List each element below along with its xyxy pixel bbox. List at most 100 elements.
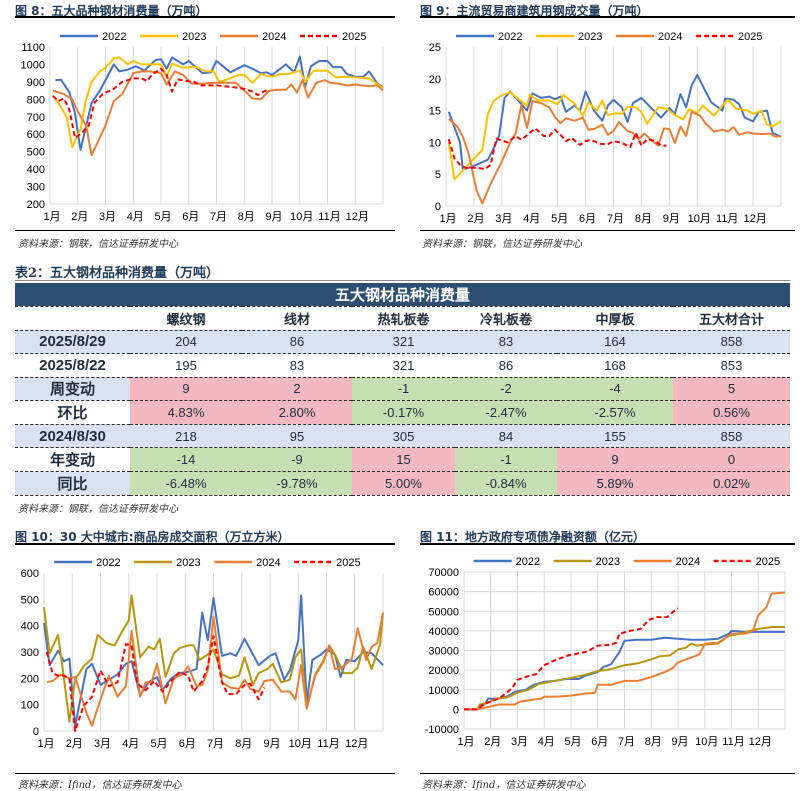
y-tick-label: 400 bbox=[21, 621, 39, 633]
table-cell: 83 bbox=[455, 330, 557, 355]
table-cell: 2.80% bbox=[242, 400, 352, 425]
fig11-source: 资料来源：Ifind，信达证券研发中心 bbox=[422, 780, 586, 791]
x-tick-label: 4月 bbox=[523, 213, 540, 225]
x-tick-label: 7月 bbox=[618, 736, 635, 748]
series-line-2023 bbox=[447, 91, 782, 181]
x-tick-label: 2月 bbox=[71, 211, 88, 223]
x-tick-label: 10月 bbox=[290, 211, 313, 223]
y-tick-label: 5 bbox=[435, 169, 441, 181]
y-tick-label: 70000 bbox=[428, 567, 459, 579]
col-header: 冷轧板卷 bbox=[455, 306, 557, 331]
table-row: 年变动 -14 -9 15 -1 9 0 bbox=[15, 447, 790, 473]
table-cell: -6.48% bbox=[130, 471, 242, 496]
x-tick-label: 11月 bbox=[716, 213, 738, 225]
col-header: 中厚板 bbox=[557, 306, 673, 331]
x-tick-label: 7月 bbox=[210, 211, 227, 223]
x-tick-label: 9月 bbox=[263, 738, 280, 750]
table-cell: 2 bbox=[242, 377, 352, 402]
row-label: 2024/8/30 bbox=[15, 424, 130, 449]
x-tick-label: 9月 bbox=[671, 736, 688, 748]
row-label: 同比 bbox=[15, 471, 130, 496]
table-cell: 0.56% bbox=[673, 400, 790, 425]
table-cell: 0.02% bbox=[673, 471, 790, 496]
x-tick-label: 9月 bbox=[265, 211, 282, 223]
legend-label: 2022 bbox=[96, 557, 120, 569]
y-tick-label: 20 bbox=[429, 74, 441, 86]
table-cell: 9 bbox=[130, 377, 242, 402]
table-cell: -14 bbox=[130, 447, 242, 473]
x-tick-label: 1月 bbox=[37, 738, 54, 750]
fig9-source: 资料来源：钢联，信达证券研发中心 bbox=[422, 239, 582, 250]
x-tick-label: 10月 bbox=[688, 213, 711, 225]
fig10-source: 资料来源：Ifind，信达证券研发中心 bbox=[18, 780, 182, 791]
x-tick-label: 5月 bbox=[154, 211, 171, 223]
row-label: 2025/8/29 bbox=[15, 330, 130, 355]
y-tick-label: 15 bbox=[429, 106, 441, 118]
y-tick-label: 25 bbox=[429, 42, 441, 54]
y-tick-label: 1100 bbox=[21, 42, 45, 54]
series-line-2022 bbox=[447, 74, 782, 171]
x-tick-label: 2月 bbox=[484, 736, 501, 748]
table-cell: 95 bbox=[242, 424, 352, 449]
y-tick-label: 0 bbox=[435, 201, 441, 213]
series-line-2025 bbox=[45, 635, 266, 732]
y-tick-label: -10000 bbox=[425, 724, 459, 736]
y-tick-label: 40000 bbox=[428, 626, 459, 638]
x-tick-label: 9月 bbox=[663, 213, 680, 225]
x-tick-label: 3月 bbox=[495, 213, 512, 225]
x-tick-label: 3月 bbox=[511, 736, 528, 748]
fig8-top-rule bbox=[15, 16, 395, 18]
table-cell: 204 bbox=[130, 330, 242, 355]
series-line-2022 bbox=[43, 594, 384, 727]
x-tick-label: 5月 bbox=[564, 736, 581, 748]
x-tick-label: 1月 bbox=[43, 211, 60, 223]
table-cell: -2 bbox=[455, 377, 557, 402]
y-tick-label: 500 bbox=[21, 594, 39, 606]
x-tick-label: 6月 bbox=[579, 213, 596, 225]
y-tick-label: 600 bbox=[21, 568, 39, 580]
x-tick-label: 11月 bbox=[722, 736, 744, 748]
table-cell: 5.89% bbox=[557, 471, 673, 496]
legend-label: 2025 bbox=[738, 31, 762, 43]
x-tick-label: 7月 bbox=[207, 738, 224, 750]
legend-label: 2023 bbox=[182, 31, 206, 43]
fig11-chart: -10000 0 10000 20000 30000 40000 50000 60000 700… bbox=[425, 556, 786, 748]
table-source: 资料来源：钢联，信达证券研发中心 bbox=[18, 504, 178, 515]
table-cell: 4.83% bbox=[130, 400, 242, 425]
fig9-top-rule bbox=[420, 16, 795, 18]
legend-label: 2023 bbox=[596, 556, 620, 568]
y-tick-label: 300 bbox=[21, 647, 39, 659]
table-cell: 853 bbox=[673, 353, 790, 378]
table-cell: 218 bbox=[130, 424, 242, 449]
table-title: 表2：五大钢材品种消费量（万吨） bbox=[15, 266, 220, 281]
table-cell: 83 bbox=[242, 353, 352, 378]
x-tick-label: 8月 bbox=[238, 211, 255, 223]
table-cell: 164 bbox=[557, 330, 673, 355]
table-cell: 86 bbox=[242, 330, 352, 355]
table-cell: 858 bbox=[673, 424, 790, 449]
y-tick-label: 10000 bbox=[428, 685, 459, 697]
row-label: 周变动 bbox=[15, 377, 130, 402]
table-cell: 5.00% bbox=[352, 471, 455, 496]
legend-label: 2023 bbox=[578, 31, 602, 43]
table-row: 环比 4.83% 2.80% -0.17% -2.47% -2.57% 0.56% bbox=[15, 400, 790, 425]
table-cell: 155 bbox=[557, 424, 673, 449]
col-header: 五大材合计 bbox=[673, 306, 790, 331]
x-tick-label: 1月 bbox=[457, 736, 474, 748]
series-line-2025 bbox=[52, 67, 270, 139]
x-tick-label: 2月 bbox=[467, 213, 484, 225]
x-tick-label: 7月 bbox=[607, 213, 624, 225]
col-header: 螺纹钢 bbox=[130, 306, 242, 331]
fig10-title: 图 10：30 大中城市:商品房成交面积（万立方米） bbox=[15, 530, 290, 544]
table-top-rule bbox=[15, 280, 790, 281]
x-tick-label: 10月 bbox=[695, 736, 718, 748]
table-cell: 321 bbox=[352, 353, 455, 378]
col-header: 热轧板卷 bbox=[352, 306, 455, 331]
x-tick-label: 8月 bbox=[235, 738, 252, 750]
table-row: 同比 -6.48% -9.78% 5.00% -0.84% 5.89% 0.02% bbox=[15, 471, 790, 496]
table-cell: -1 bbox=[352, 377, 455, 402]
fig10-top-rule bbox=[15, 543, 395, 545]
steel-consumption-table: 五大钢材品种消费量 螺纹钢 线材 热轧板卷 冷轧板卷 中厚板 五大材合计 202… bbox=[15, 283, 790, 496]
fig8-source: 资料来源：钢联，信达证券研发中心 bbox=[18, 239, 178, 250]
